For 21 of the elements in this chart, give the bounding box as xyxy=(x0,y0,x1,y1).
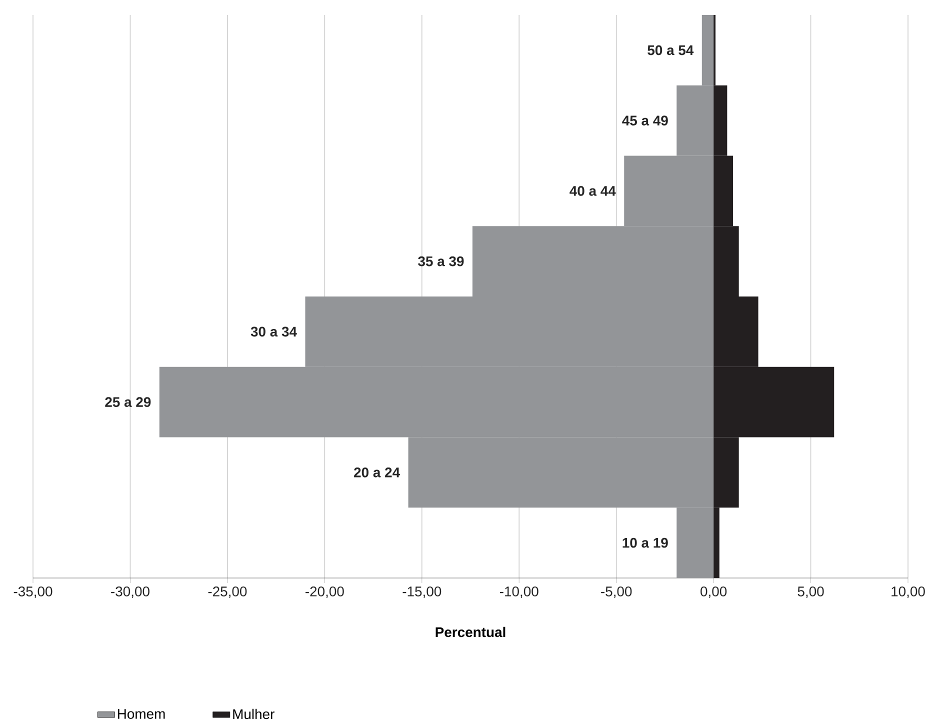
x-tick-label: -20,00 xyxy=(306,586,344,598)
x-tick-label: -35,00 xyxy=(14,586,52,598)
y-tick-label: 50 a 54 xyxy=(648,45,694,56)
y-tick-label: 40 a 44 xyxy=(570,186,616,196)
y-tick-label: 45 a 49 xyxy=(622,116,668,126)
x-tick-label: 0,00 xyxy=(700,586,727,598)
x-tick-label: -5,00 xyxy=(601,586,632,598)
y-tick-label: 10 a 19 xyxy=(622,538,668,548)
x-tick-label: 10,00 xyxy=(892,586,925,598)
y-tick-label: 20 a 24 xyxy=(354,467,400,478)
x-axis-title: Percentual xyxy=(436,626,506,638)
x-tick-label: -30,00 xyxy=(111,586,150,598)
y-tick-label: 25 a 29 xyxy=(105,397,151,408)
legend-label: Homem xyxy=(118,709,165,719)
x-tick-label: -10,00 xyxy=(500,586,538,598)
x-tick-label: -15,00 xyxy=(402,586,442,598)
y-tick-label: 30 a 34 xyxy=(250,326,297,337)
legend-label: Mulher xyxy=(233,708,274,720)
y-tick-label: 35 a 39 xyxy=(418,256,464,266)
x-tick-label: -25,00 xyxy=(208,586,247,598)
x-tick-label: 5,00 xyxy=(798,586,824,598)
